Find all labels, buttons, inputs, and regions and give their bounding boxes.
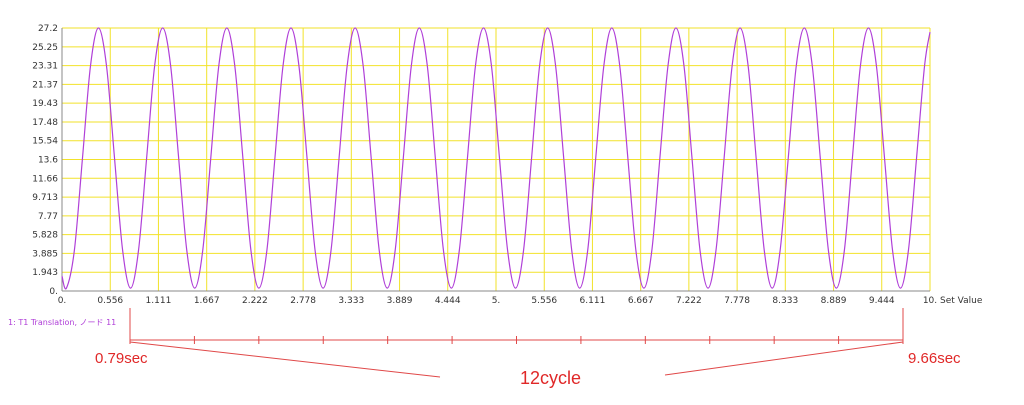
cycle-bracket bbox=[129, 308, 904, 378]
y-tick-label: 17.48 bbox=[32, 118, 58, 128]
x-tick-label: 6.667 bbox=[628, 296, 654, 306]
y-tick-label: 5.828 bbox=[32, 231, 58, 241]
x-tick-label: 5. bbox=[492, 296, 501, 306]
y-tick-label: 11.66 bbox=[32, 174, 58, 184]
x-tick-label: 5.556 bbox=[531, 296, 557, 306]
x-tick-label: 0.556 bbox=[97, 296, 123, 306]
x-tick-label: 0. bbox=[58, 296, 67, 306]
x-tick-label: 6.111 bbox=[580, 296, 606, 306]
annotation-count: 12cycle bbox=[520, 368, 581, 388]
x-tick-label: 1.667 bbox=[194, 296, 220, 306]
x-tick-label: 8.333 bbox=[772, 296, 798, 306]
y-tick-label: 1.943 bbox=[32, 268, 58, 278]
y-tick-label: 23.31 bbox=[32, 62, 58, 72]
y-tick-label: 25.25 bbox=[32, 43, 58, 53]
y-tick-label: 7.77 bbox=[38, 212, 58, 222]
x-tick-label: 8.889 bbox=[821, 296, 847, 306]
x-tick-label: 9.444 bbox=[869, 296, 895, 306]
y-tick-label: 27.2 bbox=[38, 24, 58, 34]
y-tick-label: 9.713 bbox=[32, 193, 58, 203]
y-tick-label: 21.37 bbox=[32, 80, 58, 90]
y-tick-label: 0. bbox=[49, 287, 58, 297]
x-tick-label: 7.778 bbox=[724, 296, 750, 306]
y-tick-label: 15.54 bbox=[32, 137, 58, 147]
annotation-end: 9.66sec bbox=[908, 350, 961, 367]
annotation-start: 0.79sec bbox=[95, 350, 148, 367]
data-line bbox=[61, 27, 931, 290]
x-tick-label: 2.222 bbox=[242, 296, 268, 306]
x-tick-label: 3.889 bbox=[387, 296, 413, 306]
x-axis-label: Set Value bbox=[940, 296, 983, 306]
x-tick-label: 3.333 bbox=[338, 296, 364, 306]
x-tick-label: 10. bbox=[923, 296, 937, 306]
y-tick-label: 19.43 bbox=[32, 99, 58, 109]
x-tick-label: 4.444 bbox=[435, 296, 461, 306]
x-tick-label: 2.778 bbox=[290, 296, 316, 306]
x-tick-label: 7.222 bbox=[676, 296, 702, 306]
x-tick-label: 1.111 bbox=[146, 296, 172, 306]
y-tick-label: 3.885 bbox=[32, 249, 58, 259]
legend-entry: 1: T1 Translation, ノード 11 bbox=[8, 318, 116, 327]
y-tick-label: 13.6 bbox=[38, 156, 58, 166]
